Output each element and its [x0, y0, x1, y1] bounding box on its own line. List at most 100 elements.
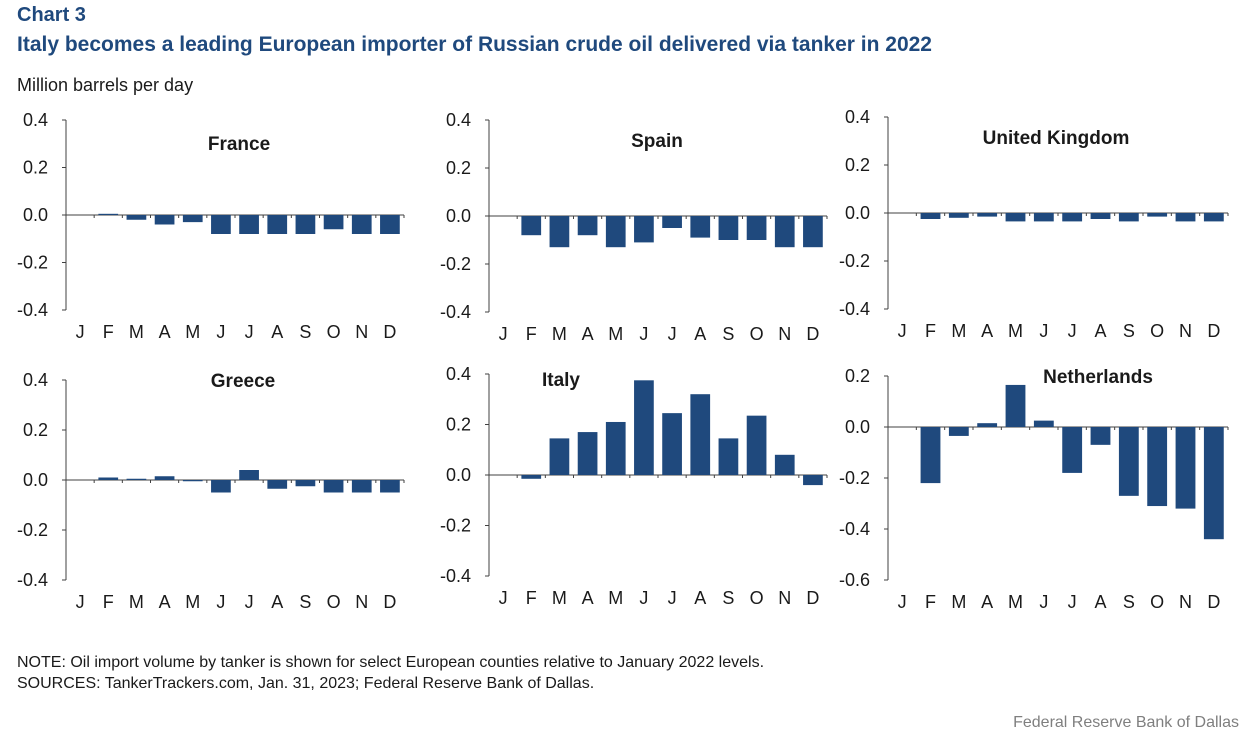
- panel-1-month-label: S: [299, 322, 311, 342]
- panel-2-y-tick-label: -0.4: [440, 302, 471, 322]
- panel-4-bar: [351, 480, 372, 493]
- panel-2-bar: [803, 216, 823, 248]
- panel-3-month-label: S: [1123, 321, 1135, 341]
- sources-text: SOURCES: TankerTrackers.com, Jan. 31, 20…: [17, 675, 595, 692]
- panel-3-month-label: F: [925, 321, 936, 341]
- panel-2-bar: [521, 216, 542, 236]
- panel-3-bar: [920, 213, 941, 219]
- panel-1-bar: [98, 213, 119, 215]
- panel-3-bar: [1062, 213, 1083, 222]
- panel-2-month-label: J: [668, 324, 677, 344]
- panel-4-bar: [98, 477, 119, 480]
- panel-3-month-label: M: [1008, 321, 1023, 341]
- panel-2-y-tick-label: 0.4: [446, 110, 471, 130]
- panel-6-month-label: N: [1179, 592, 1192, 612]
- panel-4-month-label: F: [103, 592, 114, 612]
- chart-label: Chart 3: [17, 4, 86, 26]
- panel-4-y-tick-label: -0.2: [17, 520, 48, 540]
- panel-4-month-label: J: [76, 592, 85, 612]
- panel-1-bar: [211, 215, 231, 234]
- panel-4-y-tick-label: 0.0: [23, 470, 48, 490]
- panel-5-y-tick-label: 0.4: [446, 364, 471, 384]
- panel-6-bar: [1033, 420, 1054, 427]
- panel-2-bar: [605, 216, 626, 248]
- panel-3-month-label: A: [1094, 321, 1106, 341]
- panel-1-month-label: J: [245, 322, 254, 342]
- panel-2-bar: [746, 216, 767, 240]
- panel-5-bar: [605, 421, 626, 475]
- panel-1-bar: [154, 215, 175, 225]
- panel-4-y-tick-label: -0.4: [17, 570, 48, 590]
- panel-6-bar: [977, 423, 998, 427]
- panel-1-month-label: N: [355, 322, 368, 342]
- panel-1-month-label: J: [216, 322, 225, 342]
- panel-2-month-label: O: [750, 324, 764, 344]
- panel-6-y-tick-label: -0.4: [839, 519, 870, 539]
- panel-5-y-tick-label: 0.2: [446, 415, 471, 435]
- panel-3-y-tick-label: 0.2: [845, 155, 870, 175]
- note-text: NOTE: Oil import volume by tanker is sho…: [17, 654, 765, 671]
- panel-5-month-label: J: [499, 588, 508, 608]
- panel-3-bar: [1175, 213, 1196, 222]
- panel-2-title: Spain: [631, 131, 683, 152]
- panel-6-y-tick-label: 0.0: [845, 417, 870, 437]
- panel-4-title: Greece: [211, 371, 275, 392]
- panel-1-month-label: M: [185, 322, 200, 342]
- panel-5-bar: [577, 432, 598, 475]
- panel-5-y-tick-label: -0.4: [440, 566, 471, 586]
- panel-3-bar: [1033, 213, 1054, 222]
- panel-6-title: Netherlands: [1043, 367, 1153, 388]
- panel-5-title: Italy: [542, 370, 580, 391]
- panel-6-month-label: J: [1068, 592, 1077, 612]
- panel-3-month-label: J: [1068, 321, 1077, 341]
- panel-3-bar: [977, 213, 998, 217]
- panel-5-y-tick-label: -0.2: [440, 516, 471, 536]
- panel-1-bar: [182, 215, 203, 223]
- panel-5-bar: [690, 394, 711, 475]
- panel-1-month-label: F: [103, 322, 114, 342]
- panel-4-month-label: N: [355, 592, 368, 612]
- panel-5-bar: [521, 475, 542, 479]
- panel-1-bar: [267, 215, 288, 234]
- panel-2-month-label: S: [722, 324, 734, 344]
- panel-4-month-label: S: [299, 592, 311, 612]
- panel-5-month-label: M: [552, 588, 567, 608]
- panel-3-title: United Kingdom: [983, 128, 1130, 149]
- panel-4-bar: [295, 480, 316, 487]
- panel-2-month-label: D: [806, 324, 819, 344]
- panel-6-month-label: M: [951, 592, 966, 612]
- credit-text: Federal Reserve Bank of Dallas: [1013, 714, 1239, 731]
- panel-2-bar: [718, 216, 739, 240]
- panel-1-month-label: J: [76, 322, 85, 342]
- panel-6-bar: [1005, 384, 1026, 427]
- panel-1-bar: [126, 215, 147, 220]
- panel-5-month-label: D: [806, 588, 819, 608]
- panel-5-bar: [774, 454, 795, 475]
- panel-2-month-label: M: [552, 324, 567, 344]
- panel-3-month-label: A: [981, 321, 993, 341]
- panel-6-month-label: A: [981, 592, 993, 612]
- panel-4-month-label: J: [216, 592, 225, 612]
- panel-4-y-tick-label: 0.2: [23, 420, 48, 440]
- panel-5-y-tick-label: 0.0: [446, 465, 471, 485]
- panel-6-month-label: J: [1039, 592, 1048, 612]
- panel-3-month-label: D: [1207, 321, 1220, 341]
- panel-1-month-label: M: [129, 322, 144, 342]
- panel-5-bar: [662, 413, 682, 475]
- panel-2-bar: [577, 216, 598, 236]
- panel-4-month-label: J: [245, 592, 254, 612]
- panel-5-month-label: S: [722, 588, 734, 608]
- panel-6-month-label: D: [1207, 592, 1220, 612]
- panel-1-month-label: A: [271, 322, 283, 342]
- panel-2-bar: [634, 216, 654, 243]
- panel-3-month-label: M: [951, 321, 966, 341]
- panel-2-month-label: A: [582, 324, 594, 344]
- panel-3-bar: [1147, 213, 1168, 217]
- panel-6-month-label: S: [1123, 592, 1135, 612]
- panel-5-bar: [718, 438, 739, 475]
- panel-4-bar: [126, 478, 147, 480]
- panel-6-month-label: O: [1150, 592, 1164, 612]
- panel-3-month-label: J: [1039, 321, 1048, 341]
- panel-4-y-tick-label: 0.4: [23, 370, 48, 390]
- panel-3-bar: [1090, 213, 1111, 219]
